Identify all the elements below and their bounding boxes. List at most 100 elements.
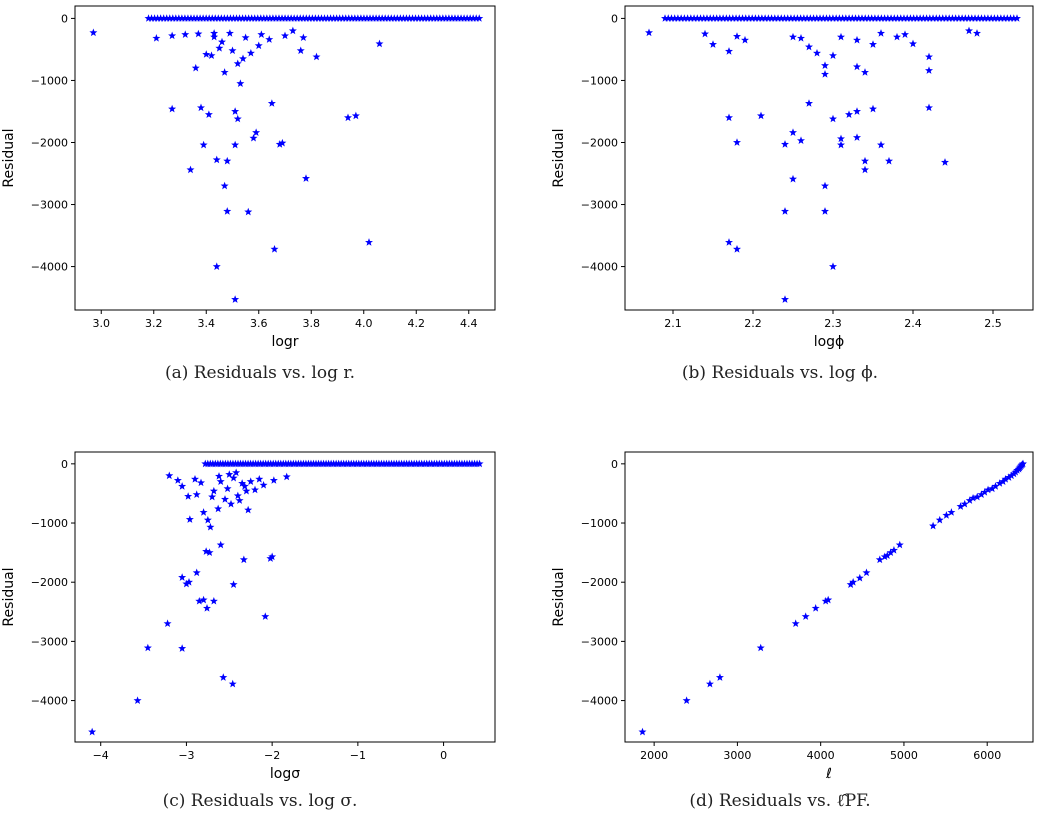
data-point-b — [932, 14, 941, 22]
data-point-a — [202, 14, 211, 22]
data-point-b — [645, 28, 653, 37]
data-point-b — [961, 14, 970, 22]
x-tick-label-c: −3 — [178, 749, 194, 762]
data-point-c — [199, 595, 208, 604]
data-point-c — [163, 619, 172, 628]
data-point-c — [228, 679, 237, 688]
y-axis-label-b: Residual — [551, 128, 567, 187]
data-point-b — [796, 14, 805, 22]
data-point-b — [925, 66, 933, 74]
data-point-a — [405, 14, 414, 22]
data-point-b — [829, 51, 837, 60]
data-point-b — [861, 14, 870, 22]
data-point-a — [329, 14, 338, 22]
data-point-b — [732, 14, 741, 22]
chart-d: 2000 3000 4000 5000 6000 0 −1000 −2000 −3000 −400… — [551, 451, 1034, 782]
data-point-c — [251, 485, 259, 494]
data-point-b — [909, 39, 917, 48]
data-point-a — [356, 14, 365, 22]
data-point-a — [450, 14, 459, 22]
data-point-c — [239, 555, 248, 564]
data-point-a — [466, 14, 475, 22]
caption-c-text: (c) Residuals vs. log σ. — [162, 791, 358, 811]
data-point-b — [993, 14, 1002, 22]
data-point-a — [191, 63, 200, 72]
data-point-a — [257, 30, 266, 38]
data-point-b — [748, 14, 757, 22]
data-point-a — [460, 14, 469, 22]
data-point-a — [441, 14, 450, 22]
data-point-a — [344, 113, 352, 122]
y-tick-label-c: −2000 — [31, 576, 68, 589]
y-tick-label-a: 0 — [61, 12, 68, 25]
data-point-a — [402, 14, 411, 22]
data-point-a — [232, 14, 241, 22]
data-point-b — [1003, 14, 1012, 22]
data-point-a — [408, 14, 417, 22]
data-point-a — [423, 14, 432, 22]
data-point-a — [252, 128, 261, 136]
data-point-b — [971, 14, 980, 22]
data-point-a — [235, 14, 244, 22]
data-point-a — [335, 14, 344, 22]
data-point-d — [1001, 475, 1010, 483]
data-point-b — [858, 14, 866, 22]
data-point-b — [965, 26, 973, 35]
data-point-d — [855, 573, 864, 582]
data-point-c — [205, 548, 214, 557]
data-point-a — [268, 14, 277, 22]
data-point-b — [885, 156, 893, 165]
x-tick-label-c: −2 — [264, 749, 280, 762]
data-point-b — [906, 14, 915, 22]
data-point-a — [223, 14, 232, 22]
data-point-b — [781, 207, 789, 215]
data-point-b — [925, 52, 933, 61]
data-point-a — [359, 14, 368, 22]
data-point-d — [942, 511, 951, 519]
data-point-c — [202, 547, 211, 555]
data-point-b — [761, 14, 770, 22]
data-point-a — [288, 26, 297, 35]
data-point-a — [202, 50, 211, 58]
data-point-d — [846, 580, 855, 588]
data-point-a — [278, 138, 287, 147]
data-point-a — [150, 14, 159, 22]
x-tick-label-d: 5000 — [890, 749, 918, 762]
data-point-b — [829, 262, 837, 270]
x-tick-label-a: 3.0 — [93, 317, 111, 330]
data-point-d — [999, 477, 1008, 485]
data-point-a — [472, 14, 481, 22]
data-point-b — [661, 14, 669, 22]
data-point-a — [375, 14, 384, 22]
data-point-b — [893, 32, 901, 41]
data-point-a — [302, 14, 311, 22]
data-point-b — [797, 136, 805, 145]
x-tick-label-a: 3.2 — [145, 317, 163, 330]
data-point-a — [223, 156, 232, 165]
data-point-b — [819, 14, 828, 22]
data-point-d — [880, 552, 889, 561]
data-point-b — [813, 48, 821, 57]
data-point-a — [457, 14, 466, 22]
data-point-d — [960, 499, 969, 508]
caption-b-text: (b) Residuals vs. log ϕ. — [681, 363, 879, 383]
data-point-a — [265, 35, 274, 43]
data-point-a — [305, 14, 314, 22]
data-point-a — [414, 14, 423, 22]
data-point-a — [341, 14, 350, 22]
x-tick-label-b: 2.4 — [904, 317, 922, 330]
data-point-b — [690, 14, 699, 22]
data-point-b — [696, 14, 705, 22]
data-point-b — [733, 32, 741, 40]
data-point-c — [225, 470, 234, 478]
data-point-c — [214, 504, 223, 513]
data-point-a — [320, 14, 329, 22]
data-point-a — [153, 14, 162, 22]
data-point-c — [227, 499, 235, 508]
data-point-a — [262, 14, 271, 22]
data-point-a — [454, 14, 462, 22]
data-point-b — [806, 14, 815, 22]
data-point-b — [770, 14, 779, 22]
data-point-a — [220, 181, 229, 190]
data-point-a — [171, 14, 180, 22]
